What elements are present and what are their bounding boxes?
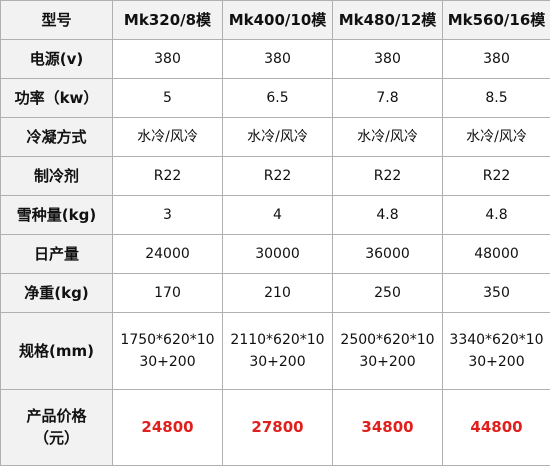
cell: 7.8 bbox=[332, 78, 443, 119]
table-row: 产品价格 （元） 24800 27800 34800 44800 bbox=[0, 388, 550, 466]
cell: 48000 bbox=[442, 234, 550, 275]
cell: R22 bbox=[222, 156, 333, 197]
table-row: 日产量 24000 30000 36000 48000 bbox=[0, 234, 550, 275]
table-row: 功率（kw） 5 6.5 7.8 8.5 bbox=[0, 78, 550, 119]
table-row: 冷凝方式 水冷/风冷 水冷/风冷 水冷/风冷 水冷/风冷 bbox=[0, 117, 550, 158]
cell: 210 bbox=[222, 273, 333, 314]
cell: 36000 bbox=[332, 234, 443, 275]
row-label: 制冷剂 bbox=[0, 156, 113, 197]
cell: 4.8 bbox=[332, 195, 443, 236]
cell: 3340*620*10 30+200 bbox=[442, 312, 550, 390]
row-label: 冷凝方式 bbox=[0, 117, 113, 158]
table-row: 规格(mm) 1750*620*10 30+200 2110*620*10 30+2… bbox=[0, 312, 550, 390]
header-cell: Mk560/16模 bbox=[442, 0, 550, 41]
header-cell: 型号 bbox=[0, 0, 113, 41]
cell: 27800 bbox=[222, 388, 333, 466]
cell: 3 bbox=[112, 195, 223, 236]
row-label: 雪种量(kg) bbox=[0, 195, 113, 236]
row-label: 电源(v) bbox=[0, 39, 113, 80]
cell: R22 bbox=[332, 156, 443, 197]
cell: R22 bbox=[112, 156, 223, 197]
cell: 水冷/风冷 bbox=[222, 117, 333, 158]
cell: 5 bbox=[112, 78, 223, 119]
cell: 水冷/风冷 bbox=[442, 117, 550, 158]
cell: 24800 bbox=[112, 388, 223, 466]
table-row: 电源(v) 380 380 380 380 bbox=[0, 39, 550, 80]
row-label: 功率（kw） bbox=[0, 78, 113, 119]
cell: 24000 bbox=[112, 234, 223, 275]
cell: 4.8 bbox=[442, 195, 550, 236]
cell: 380 bbox=[222, 39, 333, 80]
cell: 350 bbox=[442, 273, 550, 314]
cell: 6.5 bbox=[222, 78, 333, 119]
table-row: 制冷剂 R22 R22 R22 R22 bbox=[0, 156, 550, 197]
header-cell: Mk320/8模 bbox=[112, 0, 223, 41]
header-cell: Mk400/10模 bbox=[222, 0, 333, 41]
row-label: 规格(mm) bbox=[0, 312, 113, 390]
header-row: 型号 Mk320/8模 Mk400/10模 Mk480/12模 Mk560/16模 bbox=[0, 0, 550, 41]
cell: 1750*620*10 30+200 bbox=[112, 312, 223, 390]
cell: 8.5 bbox=[442, 78, 550, 119]
cell: 4 bbox=[222, 195, 333, 236]
cell: 水冷/风冷 bbox=[332, 117, 443, 158]
cell: R22 bbox=[442, 156, 550, 197]
cell: 44800 bbox=[442, 388, 550, 466]
cell: 2500*620*10 30+200 bbox=[332, 312, 443, 390]
table-row: 净重(kg) 170 210 250 350 bbox=[0, 273, 550, 314]
header-cell: Mk480/12模 bbox=[332, 0, 443, 41]
table-row: 雪种量(kg) 3 4 4.8 4.8 bbox=[0, 195, 550, 236]
cell: 30000 bbox=[222, 234, 333, 275]
cell: 380 bbox=[442, 39, 550, 80]
cell: 380 bbox=[332, 39, 443, 80]
row-label: 产品价格 （元） bbox=[0, 388, 113, 466]
row-label: 日产量 bbox=[0, 234, 113, 275]
cell: 34800 bbox=[332, 388, 443, 466]
cell: 380 bbox=[112, 39, 223, 80]
cell: 170 bbox=[112, 273, 223, 314]
row-label: 净重(kg) bbox=[0, 273, 113, 314]
cell: 水冷/风冷 bbox=[112, 117, 223, 158]
cell: 250 bbox=[332, 273, 443, 314]
cell: 2110*620*10 30+200 bbox=[222, 312, 333, 390]
